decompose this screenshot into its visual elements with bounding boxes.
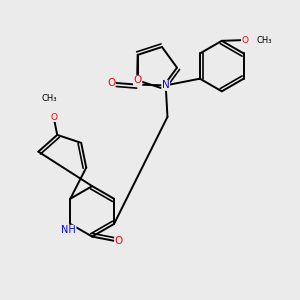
Text: N: N xyxy=(162,80,170,90)
Text: NH: NH xyxy=(61,225,76,235)
Text: O: O xyxy=(115,236,123,246)
Text: O: O xyxy=(242,36,248,45)
Text: CH₃: CH₃ xyxy=(256,36,272,45)
Text: O: O xyxy=(50,112,57,122)
Text: O: O xyxy=(107,78,115,88)
Text: CH₃: CH₃ xyxy=(42,94,58,103)
Text: O: O xyxy=(134,75,142,85)
